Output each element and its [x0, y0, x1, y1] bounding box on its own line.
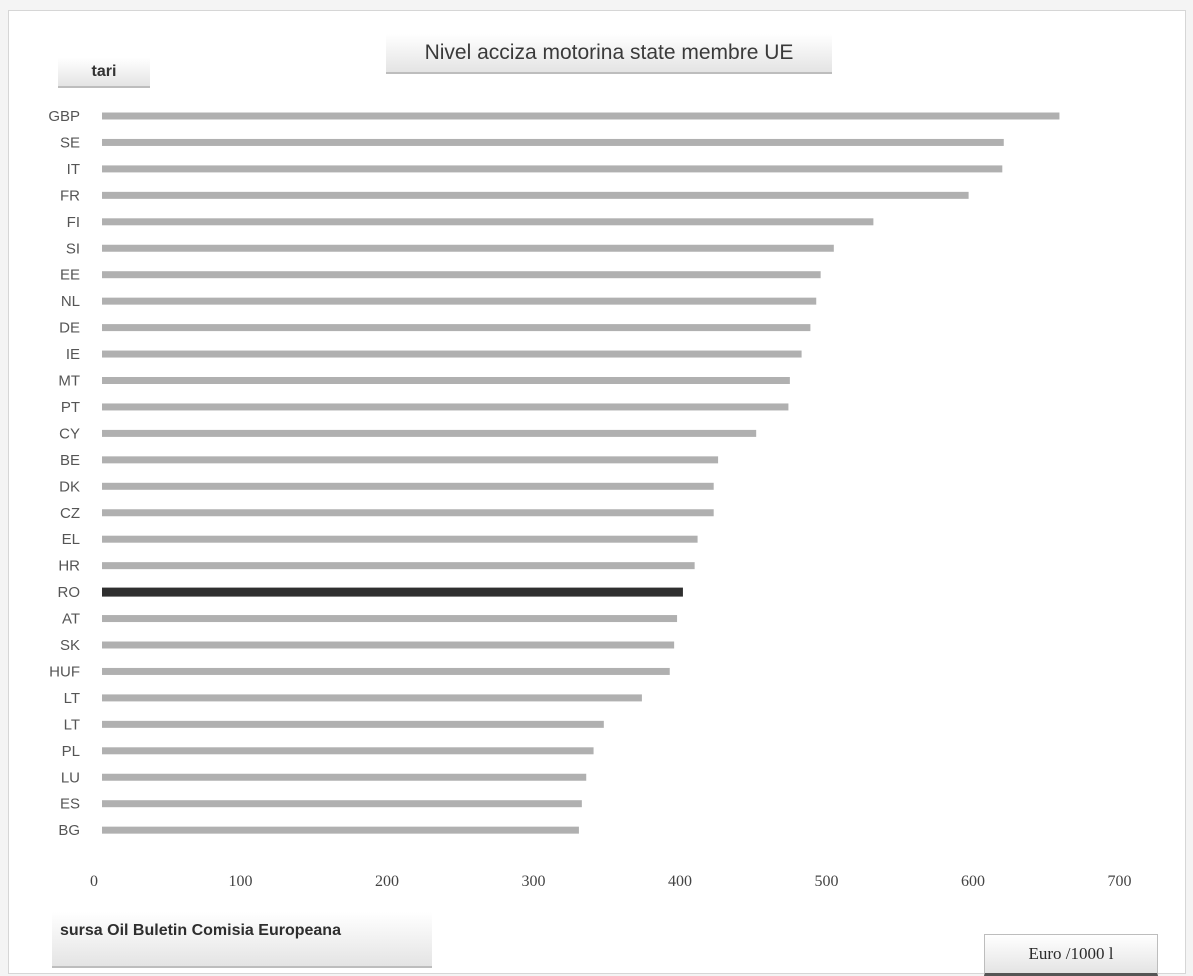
y-tick-labels: GBP SE IT FR FI SI EE NL DE IE MT PT CY BE DK CZ EL HR RO A…	[48, 108, 80, 839]
bar-se-1	[102, 138, 1004, 146]
bar-hr-17	[102, 562, 695, 570]
bar-huf-21	[102, 667, 670, 675]
bar-nl-7	[102, 297, 817, 305]
y-tick-label: MT	[58, 373, 80, 390]
bar-at-19	[102, 615, 678, 623]
y-tick-label: ES	[60, 796, 80, 813]
y-tick-label: GBP	[48, 108, 80, 125]
y-tick-label: CY	[59, 425, 80, 442]
y-tick-label: PT	[61, 399, 80, 416]
x-tick-label: 300	[522, 873, 546, 890]
y-tick-label: BE	[60, 452, 80, 469]
y-tick-label: CZ	[60, 505, 80, 522]
chart-title: Nivel acciza motorina state membre UE	[386, 34, 832, 74]
bars	[102, 112, 1060, 834]
bar-ro-18	[102, 587, 683, 597]
bar-mt-10	[102, 377, 790, 384]
bar-fr-3	[102, 191, 969, 199]
bar-si-5	[102, 244, 834, 252]
y-tick-label: FI	[67, 214, 80, 231]
x-tick-label: 400	[668, 873, 692, 890]
y-tick-label: RO	[58, 584, 81, 601]
y-tick-label: HR	[58, 558, 80, 575]
bar-gbp-0	[102, 112, 1060, 120]
bar-de-8	[102, 324, 811, 332]
bar-cy-12	[102, 429, 757, 437]
x-tick-label: 600	[961, 873, 985, 890]
bar-it-2	[102, 165, 1003, 173]
y-tick-label: EL	[62, 531, 80, 548]
y-tick-label: DK	[59, 478, 80, 495]
bar-pt-11	[102, 403, 789, 411]
x-tick-label: 100	[229, 873, 253, 890]
x-tick-labels: 0 100 200 300 400 500 600 700	[90, 873, 1132, 890]
y-axis-label: tari	[58, 58, 150, 88]
y-tick-label: FR	[60, 187, 80, 204]
bar-el-16	[102, 535, 698, 543]
x-tick-label: 700	[1108, 873, 1132, 890]
bar-sk-20	[102, 641, 675, 649]
y-tick-label: NL	[61, 293, 80, 310]
bar-cz-15	[102, 509, 714, 517]
y-tick-label: PL	[62, 743, 80, 760]
bar-dk-14	[102, 482, 714, 490]
y-tick-label: SK	[60, 637, 80, 654]
x-axis-unit-label: Euro /1000 l	[984, 934, 1158, 976]
bar-ee-6	[102, 271, 821, 279]
y-tick-label: LT	[64, 716, 80, 733]
bar-fi-4	[102, 218, 874, 226]
y-tick-label: SI	[66, 240, 80, 257]
y-tick-label: IT	[67, 161, 80, 178]
bar-lu-25	[102, 773, 587, 781]
y-tick-label: LU	[61, 769, 80, 786]
bar-es-26	[102, 800, 582, 808]
source-note: sursa Oil Buletin Comisia Europeana	[52, 912, 432, 968]
y-tick-label: BG	[58, 822, 80, 839]
bar-lt-22	[102, 694, 642, 702]
y-tick-label: HUF	[49, 663, 80, 680]
bar-be-13	[102, 456, 719, 464]
y-tick-label: SE	[60, 134, 80, 151]
y-tick-label: IE	[66, 346, 80, 363]
y-tick-label: AT	[62, 611, 80, 628]
y-tick-label: LT	[64, 690, 80, 707]
x-tick-label: 200	[375, 873, 399, 890]
bar-ie-9	[102, 350, 802, 358]
bar-pl-24	[102, 747, 594, 755]
bar-bg-27	[102, 826, 579, 834]
x-tick-label: 500	[815, 873, 839, 890]
x-tick-label: 0	[90, 873, 98, 890]
bar-lt-23	[102, 720, 604, 728]
y-tick-label: DE	[59, 320, 80, 337]
y-tick-label: EE	[60, 267, 80, 284]
